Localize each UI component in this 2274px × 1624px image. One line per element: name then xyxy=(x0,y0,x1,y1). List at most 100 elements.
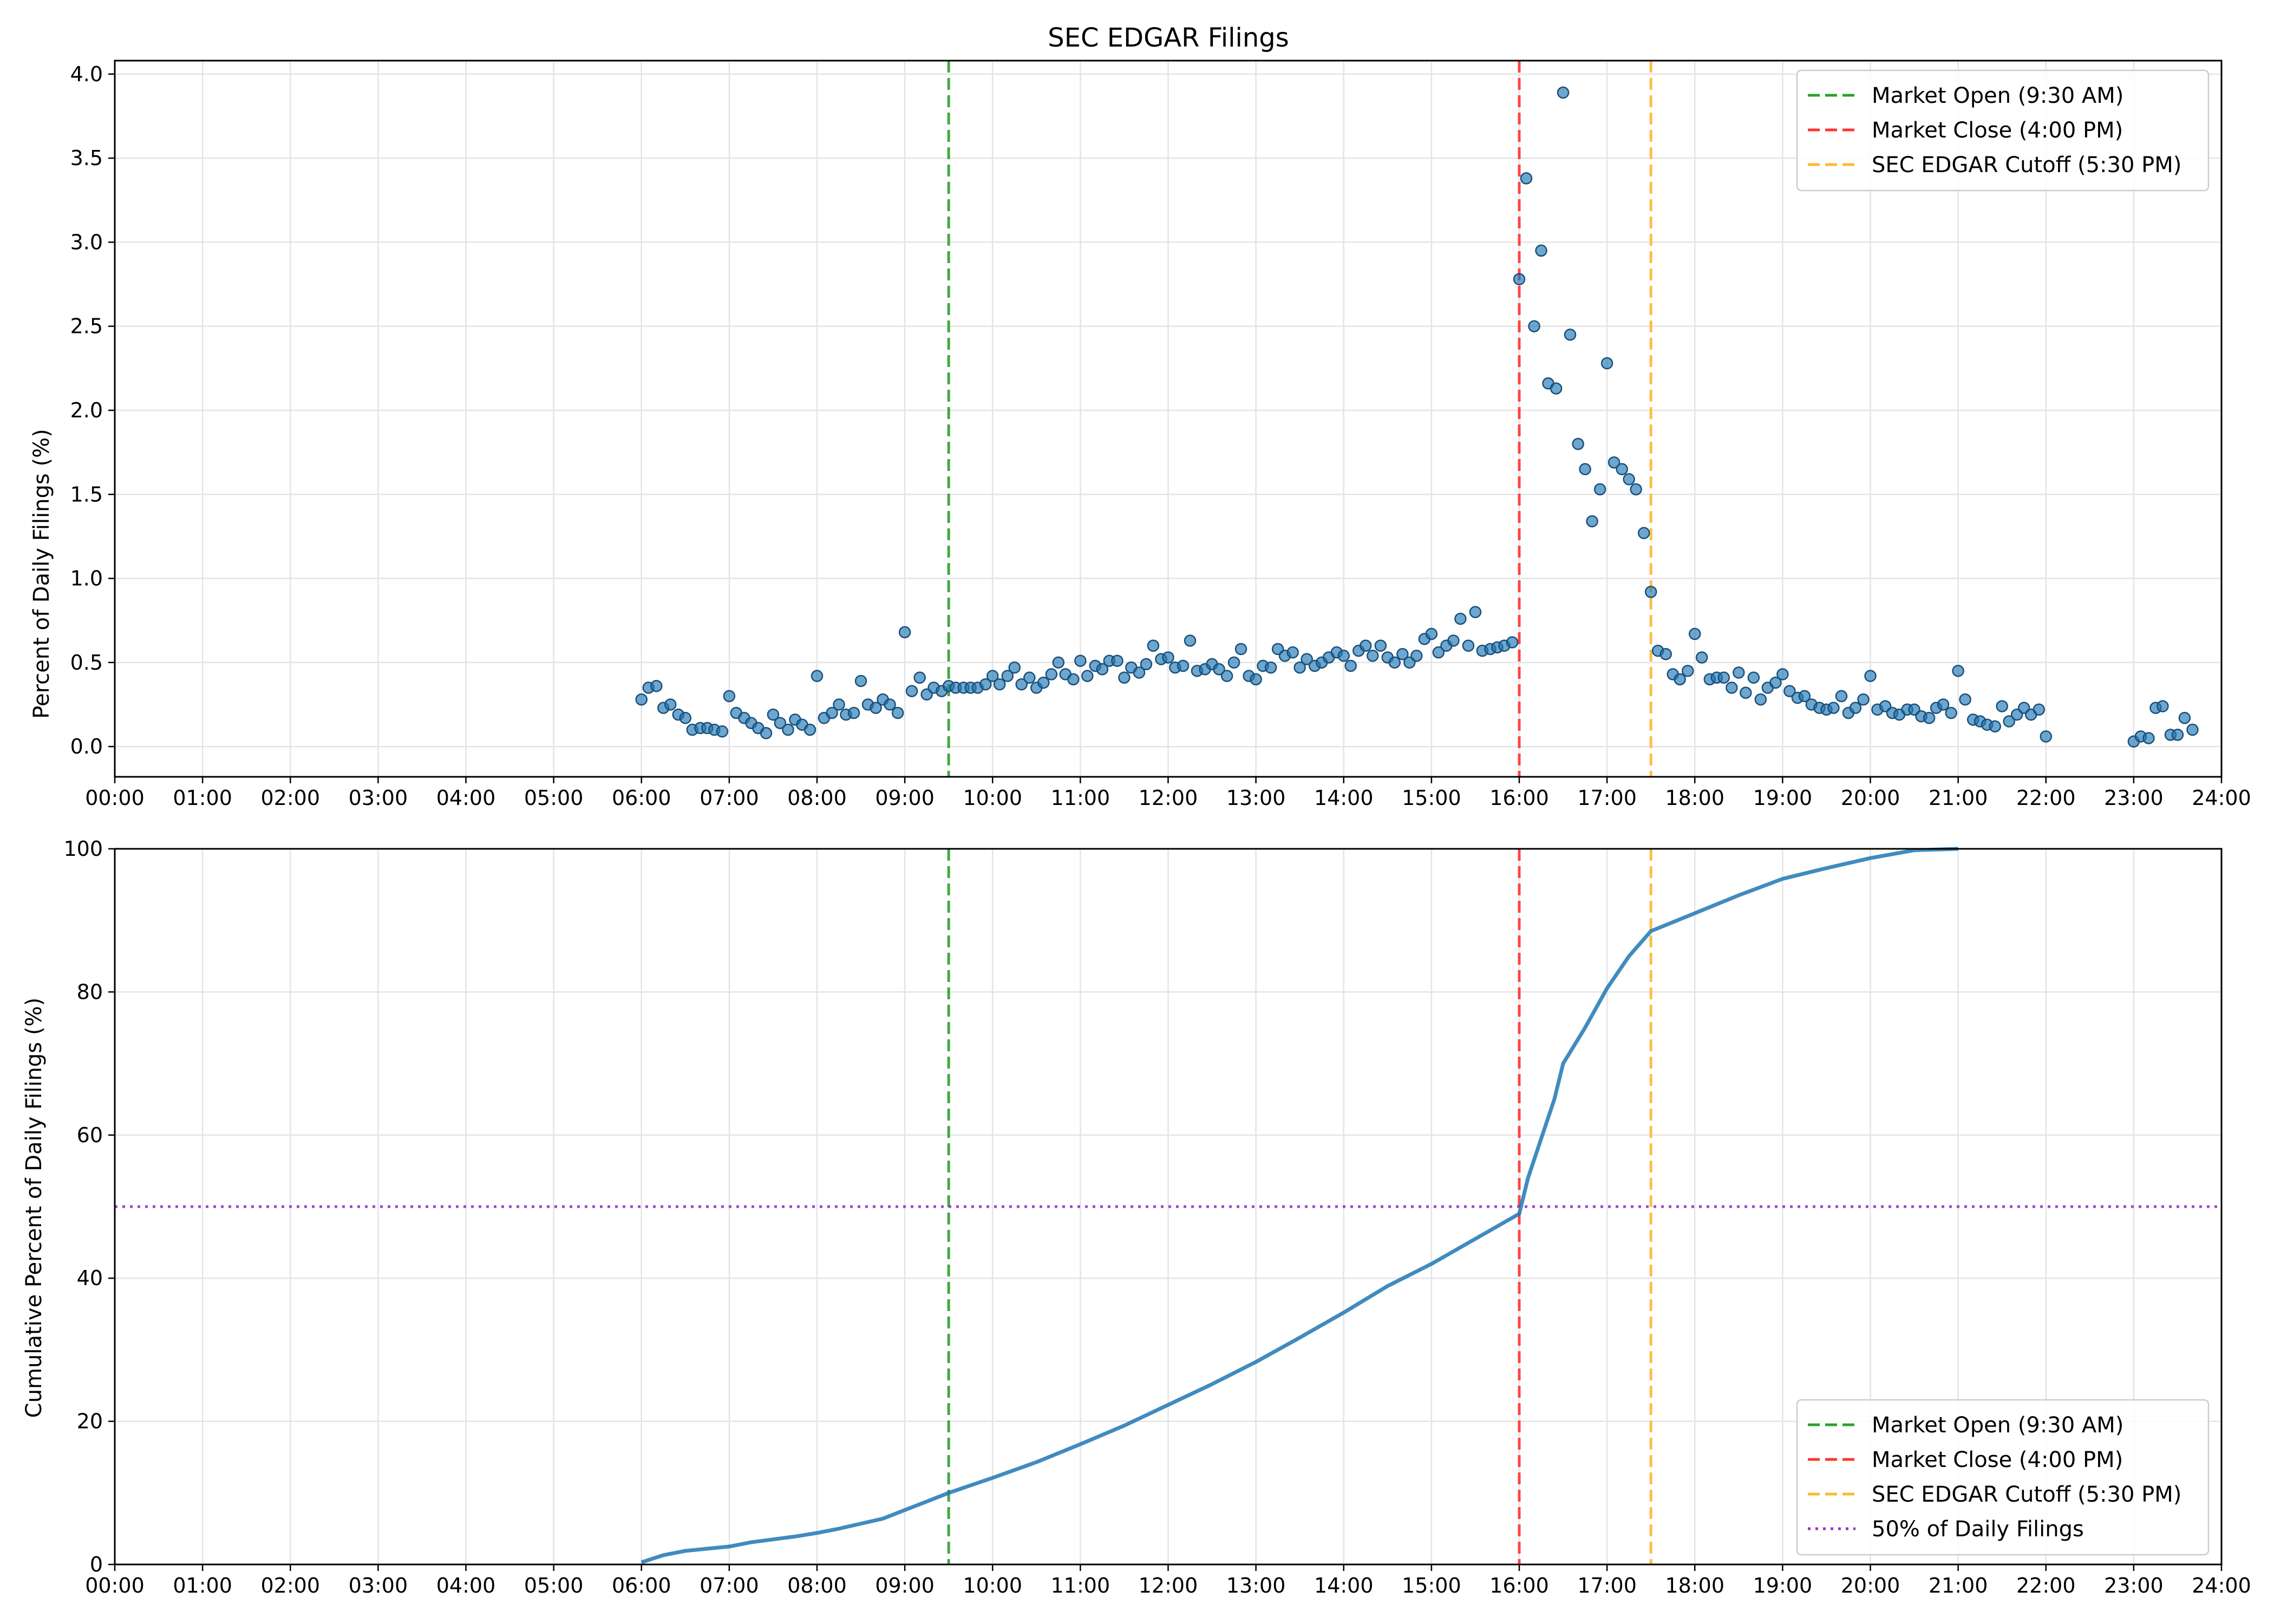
top-grid xyxy=(114,61,2223,777)
scatter-point xyxy=(1396,648,1409,660)
x-tick-label: 13:00 xyxy=(1226,786,1286,810)
scatter-point xyxy=(979,678,992,691)
x-tick-label: 03:00 xyxy=(349,1574,408,1597)
legend-label: Market Open (9:30 AM) xyxy=(1872,83,2123,108)
scatter-point xyxy=(1798,690,1811,703)
bottom-y-axis: 0 20 40 60 80 100 xyxy=(63,837,115,1576)
x-tick-label: 14:00 xyxy=(1314,786,1374,810)
scatter-point xyxy=(1835,690,1848,703)
scatter-point xyxy=(1593,483,1606,496)
x-tick-label: 03:00 xyxy=(349,786,408,810)
scatter-point xyxy=(723,690,736,703)
scatter-point xyxy=(635,693,648,706)
scatter-point xyxy=(1140,658,1153,671)
scatter-point xyxy=(986,670,999,682)
scatter-point xyxy=(1659,648,1672,660)
scatter-point xyxy=(664,698,677,711)
scatter-point xyxy=(1286,646,1299,659)
scatter-point xyxy=(2142,732,2155,744)
scatter-point xyxy=(1367,650,1379,662)
y-tick-label: 40 xyxy=(77,1266,103,1290)
x-tick-label: 07:00 xyxy=(700,786,759,810)
legend-label: Market Close (4:00 PM) xyxy=(1872,118,2123,143)
scatter-point xyxy=(679,712,692,724)
x-tick-label: 21:00 xyxy=(1929,786,1988,810)
scatter-point xyxy=(1857,693,1870,706)
y-tick-label: 100 xyxy=(63,837,103,861)
x-tick-label: 10:00 xyxy=(963,786,1022,810)
x-tick-label: 14:00 xyxy=(1314,1574,1374,1597)
scatter-point xyxy=(716,725,729,738)
scatter-point xyxy=(1674,673,1686,686)
scatter-point xyxy=(1184,634,1197,647)
scatter-point xyxy=(1644,586,1657,598)
x-tick-label: 24:00 xyxy=(2192,786,2251,810)
scatter-point xyxy=(1630,483,1642,496)
legend-label: 50% of Daily Filings xyxy=(1872,1517,2084,1542)
y-tick-label: 4.0 xyxy=(70,62,103,86)
scatter-point xyxy=(1769,676,1782,689)
scatter-point xyxy=(1783,685,1796,697)
scatter-point xyxy=(898,626,911,639)
scatter-point xyxy=(1637,527,1650,539)
scatter-point xyxy=(1374,639,1387,652)
bottom-axes-frame xyxy=(114,848,2223,1566)
top-y-axis: 0.0 0.5 1.0 1.5 2.0 2.5 3.0 3.5 4.0 xyxy=(70,62,115,758)
x-tick-label: 16:00 xyxy=(1489,1574,1549,1597)
x-tick-label: 15:00 xyxy=(1402,786,1461,810)
scatter-point xyxy=(1849,702,1862,714)
scatter-point xyxy=(1052,656,1065,669)
scatter-point xyxy=(2178,712,2191,724)
x-tick-label: 08:00 xyxy=(787,786,847,810)
scatter-point xyxy=(774,717,787,729)
scatter-point xyxy=(1344,659,1357,672)
scatter-point xyxy=(1864,670,1877,682)
cumulative-panel: Cumulative Percent of Daily Filings (%) … xyxy=(22,837,2251,1597)
x-tick-label: 09:00 xyxy=(875,1574,935,1597)
x-tick-label: 02:00 xyxy=(260,1574,320,1597)
scatter-point xyxy=(1513,273,1526,285)
top-scatter-points xyxy=(635,86,2199,748)
y-tick-label: 1.0 xyxy=(70,567,103,591)
scatter-point xyxy=(1469,606,1482,618)
scatter-point xyxy=(1550,382,1563,395)
x-tick-label: 00:00 xyxy=(85,786,145,810)
scatter-point xyxy=(1096,663,1109,676)
x-tick-label: 18:00 xyxy=(1665,786,1724,810)
scatter-point xyxy=(1996,700,2008,712)
x-tick-label: 07:00 xyxy=(700,1574,759,1597)
x-tick-label: 08:00 xyxy=(787,1574,847,1597)
x-tick-label: 04:00 xyxy=(436,786,496,810)
scatter-point xyxy=(1037,676,1050,689)
scatter-point xyxy=(870,702,882,714)
chart-title: SEC EDGAR Filings xyxy=(1048,23,1289,53)
scatter-point xyxy=(760,727,773,739)
x-tick-label: 12:00 xyxy=(1139,786,1198,810)
scatter-point xyxy=(1506,636,1519,649)
x-tick-label: 11:00 xyxy=(1051,786,1110,810)
x-tick-label: 05:00 xyxy=(524,786,584,810)
x-tick-label: 19:00 xyxy=(1753,786,1813,810)
scatter-point xyxy=(1462,639,1475,652)
scatter-point xyxy=(1695,651,1708,664)
scatter-panel: SEC EDGAR Filings Percent of Daily Filin… xyxy=(29,23,2251,810)
x-tick-label: 20:00 xyxy=(1841,786,1900,810)
scatter-point xyxy=(1952,665,1964,677)
scatter-point xyxy=(1447,634,1460,647)
scatter-point xyxy=(833,698,845,711)
x-tick-label: 05:00 xyxy=(524,1574,584,1597)
scatter-point xyxy=(1410,650,1423,662)
scatter-point xyxy=(1234,643,1247,656)
scatter-point xyxy=(1301,653,1313,665)
legend-label: Market Close (4:00 PM) xyxy=(1872,1448,2123,1472)
scatter-point xyxy=(1008,661,1021,674)
x-tick-label: 13:00 xyxy=(1226,1574,1286,1597)
scatter-point xyxy=(1213,663,1225,676)
scatter-point xyxy=(1162,651,1174,664)
scatter-point xyxy=(1600,357,1613,370)
x-tick-label: 01:00 xyxy=(173,786,232,810)
bottom-legend: Market Open (9:30 AM) Market Close (4:00 … xyxy=(1796,1399,2210,1556)
scatter-point xyxy=(1572,437,1584,450)
scatter-point xyxy=(1067,673,1080,686)
scatter-point xyxy=(650,680,663,692)
